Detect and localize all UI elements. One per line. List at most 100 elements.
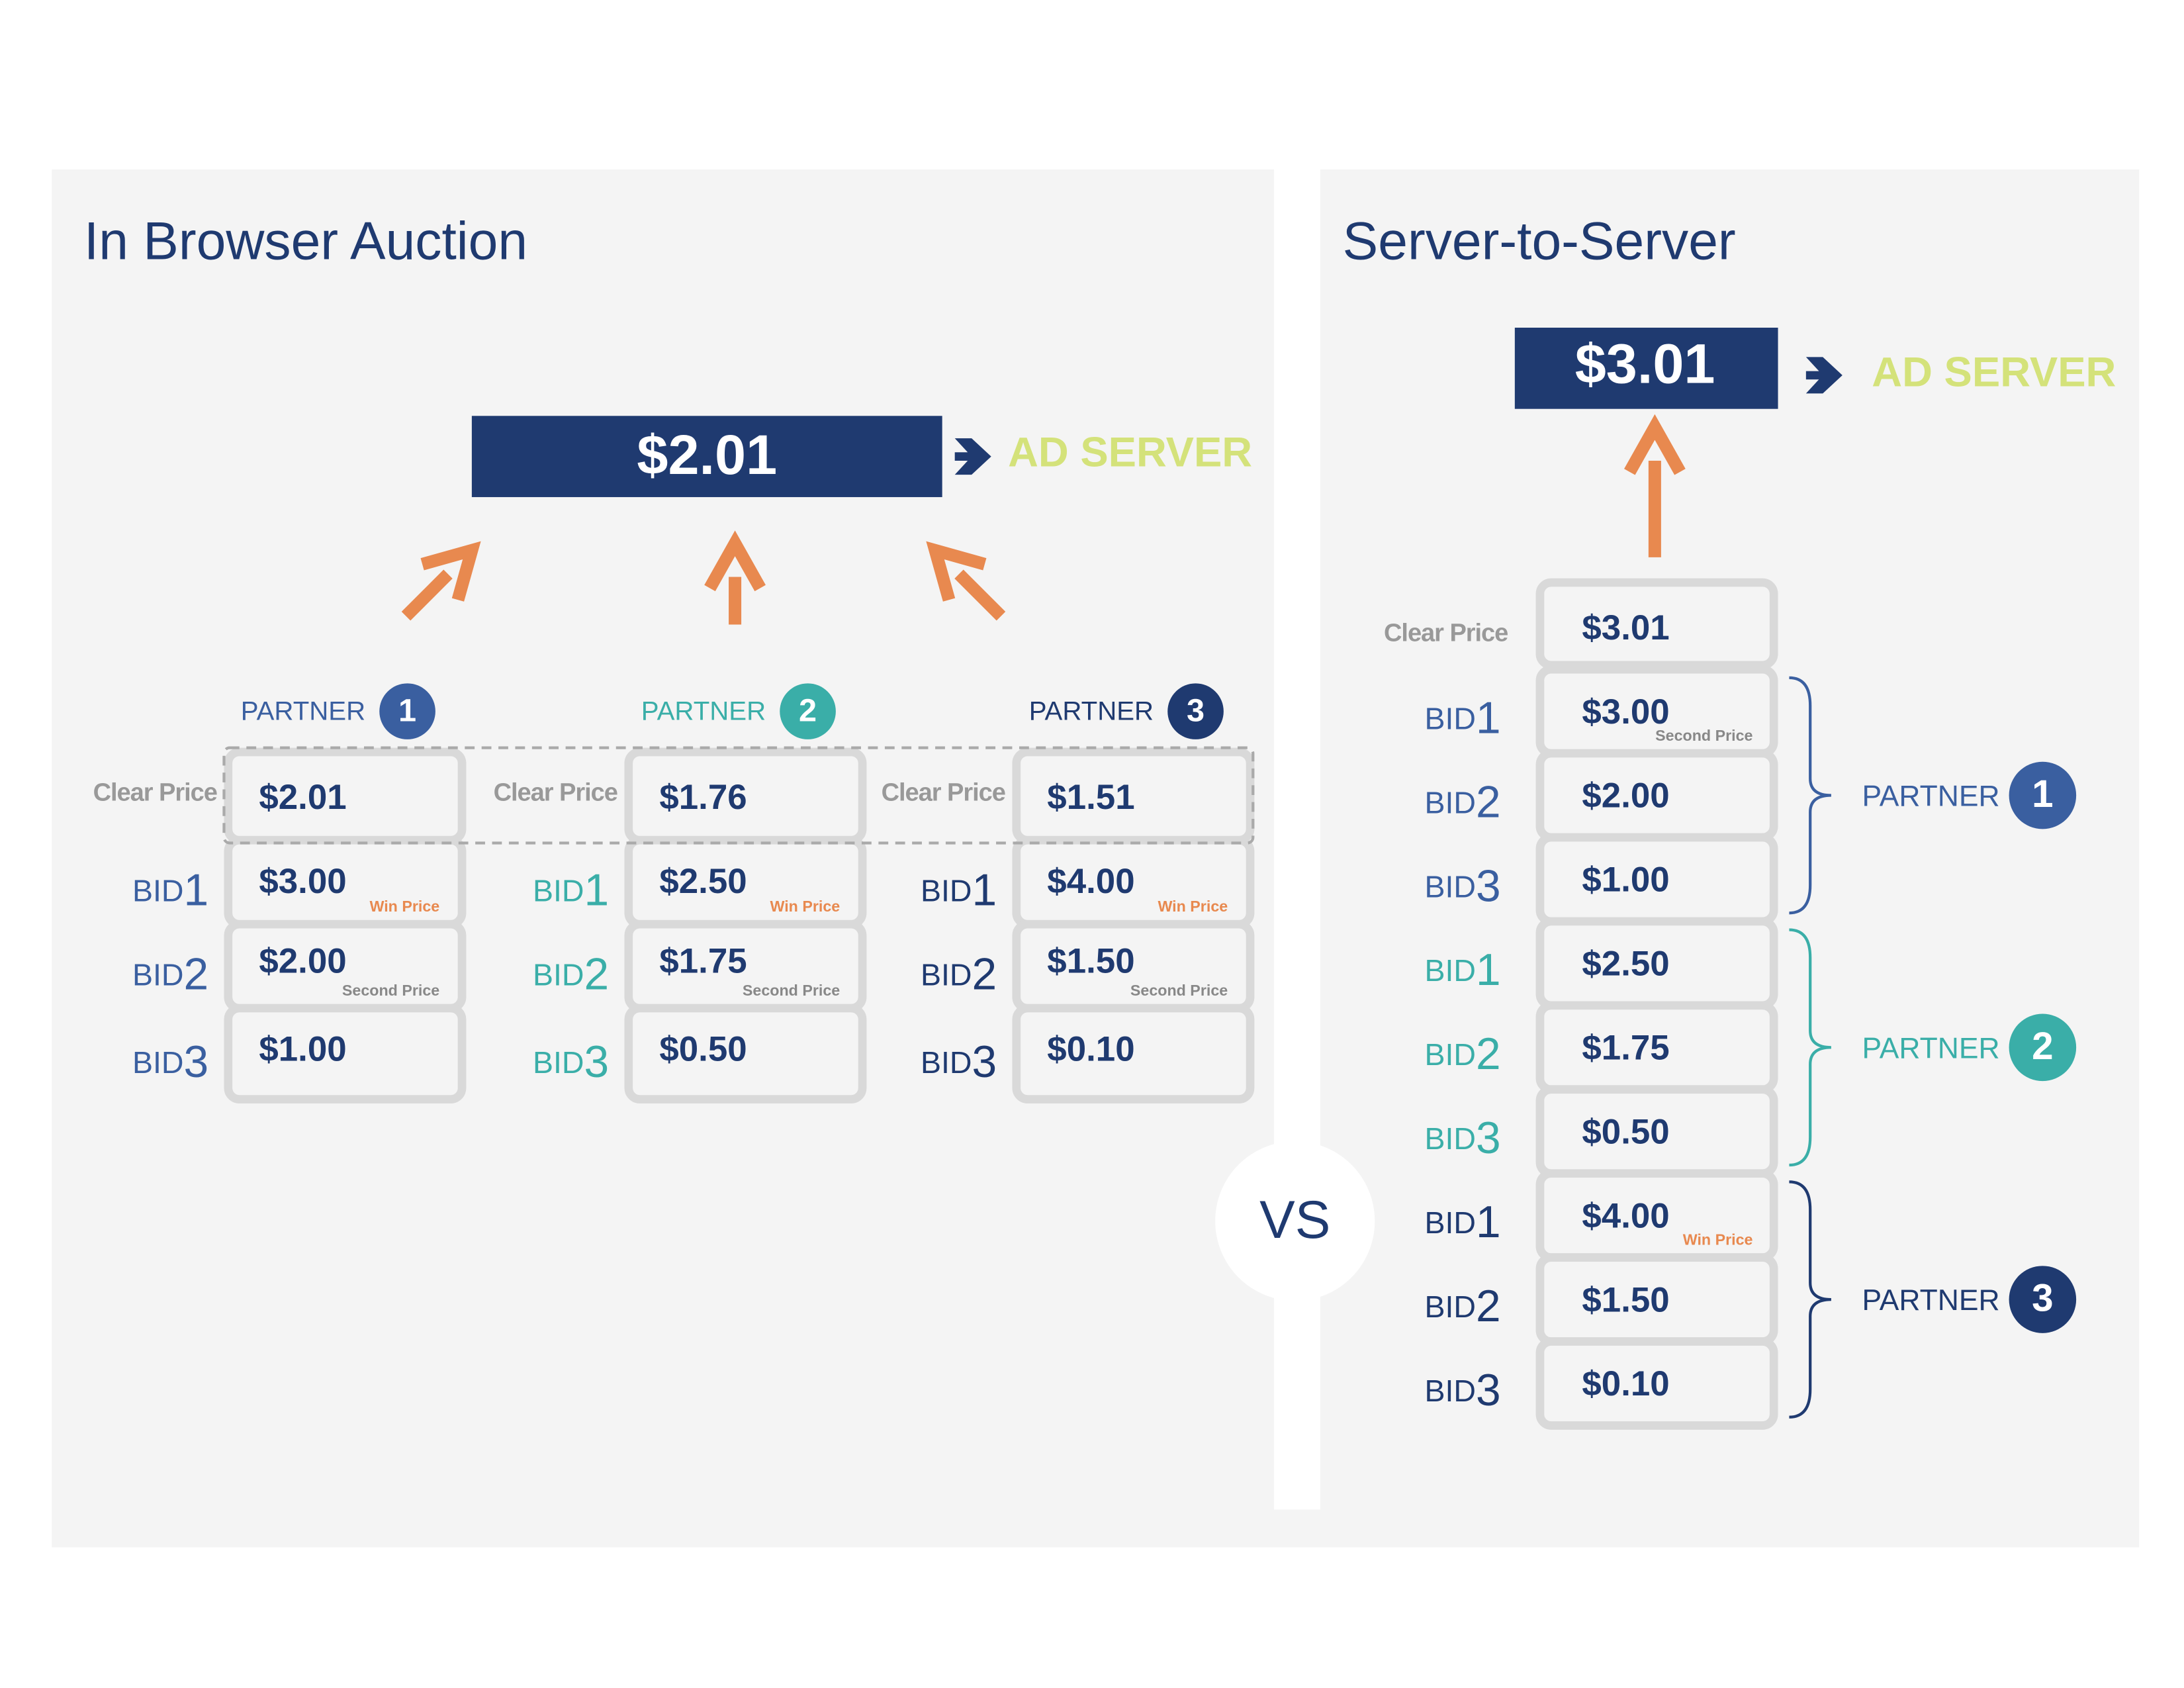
bid-label: BID2	[132, 949, 208, 999]
bid-word: BID	[1424, 1121, 1476, 1156]
bid-word: BID	[1424, 786, 1476, 820]
bid-word: BID	[533, 1045, 584, 1080]
bid-price: $1.50	[1582, 1280, 1669, 1319]
bid-price: $0.50	[1582, 1112, 1669, 1151]
clear-price: $1.76	[659, 778, 747, 817]
result-box	[1514, 328, 1778, 409]
result-price: $3.01	[1575, 332, 1715, 395]
partner-badge	[379, 683, 435, 739]
bid-label: BID3	[1424, 1366, 1500, 1415]
bid-word: BID	[1424, 702, 1476, 736]
bid-rank: 1	[1476, 945, 1501, 995]
bid-rank: 1	[1476, 693, 1501, 743]
bid-price: $1.00	[1582, 861, 1669, 900]
orange-arrow-head	[1624, 414, 1686, 475]
bid-price: $2.50	[1582, 945, 1669, 984]
price-note: Second Price	[743, 982, 840, 999]
partner-label: PARTNER	[1862, 780, 1999, 813]
bid-price: $2.00	[259, 941, 346, 980]
bid-box	[1012, 1004, 1255, 1103]
partner-number: 1	[398, 693, 416, 729]
bid-word: BID	[1424, 870, 1476, 904]
bid-label: BID1	[921, 865, 997, 915]
bid-rank: 2	[1476, 777, 1501, 827]
panel-title: Server-to-Server	[1343, 211, 1736, 271]
bid-word: BID	[533, 958, 584, 992]
clear-price: $1.51	[1047, 778, 1134, 817]
bid-label: BID3	[1424, 1113, 1500, 1163]
price-note: Win Price	[1683, 1231, 1753, 1248]
bid-price: $1.00	[259, 1030, 346, 1069]
bid-label: BID2	[1424, 777, 1500, 827]
partner-number: 1	[2032, 773, 2053, 816]
bid-word: BID	[1424, 953, 1476, 988]
bid-word: BID	[921, 958, 972, 992]
bid-word: BID	[1424, 1374, 1476, 1408]
bid-word: BID	[1424, 1205, 1476, 1240]
destination: AD SERVER	[1008, 429, 1252, 475]
bid-rank: 3	[584, 1037, 610, 1087]
bid-rank: 3	[184, 1037, 209, 1087]
price-note: Win Price	[770, 898, 840, 915]
bid-rank: 2	[1476, 1282, 1501, 1331]
bid-label: BID2	[533, 949, 609, 999]
bid-word: BID	[1424, 1289, 1476, 1324]
result-box	[471, 416, 942, 497]
bid-rank: 2	[584, 949, 610, 999]
bid-label: BID3	[1424, 861, 1500, 911]
bid-price: $0.10	[1047, 1030, 1134, 1069]
panel-title: In Browser Auction	[84, 211, 527, 271]
arrow-chevron	[1805, 357, 1843, 394]
bid-label: BID2	[921, 949, 997, 999]
destination: AD SERVER	[1872, 350, 2116, 396]
bid-rank: 1	[1476, 1197, 1501, 1247]
bid-price: $4.00	[1047, 862, 1134, 901]
bid-price: $3.00	[259, 862, 346, 901]
bid-price: $1.50	[1047, 941, 1134, 980]
partner-badge	[2009, 1266, 2077, 1333]
bid-rank: 3	[1476, 1113, 1501, 1163]
bid-label: BID3	[132, 1037, 208, 1087]
bid-price: $4.00	[1582, 1196, 1669, 1235]
bid-rank: 2	[972, 949, 997, 999]
partner-badge	[2009, 1013, 2077, 1082]
clear-price-label: Clear Price	[882, 778, 1005, 806]
clear-price: $3.01	[1582, 608, 1669, 647]
bid-label: BID3	[921, 1037, 997, 1087]
orange-arrow	[954, 569, 1006, 621]
bid-word: BID	[132, 874, 184, 908]
clear-price-label: Clear Price	[494, 778, 617, 806]
bid-word: BID	[533, 874, 584, 908]
bid-word: BID	[921, 874, 972, 908]
bid-label: BID1	[1424, 1197, 1500, 1247]
partner-label: PARTNER	[1862, 1032, 1999, 1064]
partner-number: 2	[799, 693, 817, 729]
bid-rank: 3	[1476, 1366, 1501, 1415]
bid-label: BID1	[533, 865, 609, 915]
partner-brace	[1789, 676, 1831, 915]
partner-badge	[1167, 683, 1224, 739]
bid-word: BID	[1424, 1037, 1476, 1072]
bid-price: $1.75	[659, 941, 747, 980]
arrow-chevron	[954, 438, 991, 475]
bid-label: BID1	[1424, 945, 1500, 995]
bid-price: $1.75	[1582, 1029, 1669, 1068]
clear-price-label: Clear Price	[93, 778, 217, 806]
bid-label: BID2	[1424, 1029, 1500, 1079]
bid-box	[624, 1004, 867, 1103]
clear-price: $2.01	[259, 778, 346, 817]
bid-price: $3.00	[1582, 692, 1669, 731]
bid-price: $0.10	[1582, 1364, 1669, 1403]
partner-brace	[1789, 1180, 1831, 1419]
bid-rank: 1	[972, 865, 997, 915]
partner-number: 3	[2032, 1277, 2053, 1320]
price-note: Second Price	[342, 982, 439, 999]
bid-rank: 2	[1476, 1029, 1501, 1079]
bid-word: BID	[132, 958, 184, 992]
vs-label: VS	[1259, 1190, 1330, 1250]
clear-price-label: Clear Price	[1384, 619, 1508, 647]
bid-label: BID3	[533, 1037, 609, 1087]
bid-box	[224, 1004, 467, 1103]
bid-box	[1535, 1337, 1778, 1430]
